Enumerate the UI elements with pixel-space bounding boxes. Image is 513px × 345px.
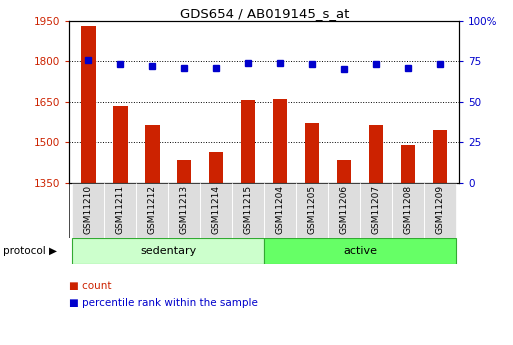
Bar	[264, 183, 296, 238]
Text: GSM11206: GSM11206	[340, 185, 349, 234]
Bar	[136, 183, 168, 238]
Bar	[105, 183, 136, 238]
Text: GSM11208: GSM11208	[404, 185, 412, 234]
Text: GSM11205: GSM11205	[308, 185, 317, 234]
Bar	[337, 160, 351, 183]
Bar	[145, 125, 160, 183]
Bar	[168, 183, 200, 238]
Bar	[305, 124, 319, 183]
Bar	[264, 238, 456, 264]
Bar	[273, 99, 287, 183]
Text: GSM11215: GSM11215	[244, 185, 253, 234]
Text: ■ percentile rank within the sample: ■ percentile rank within the sample	[69, 298, 258, 308]
Bar	[328, 183, 360, 238]
Text: GSM11213: GSM11213	[180, 185, 189, 234]
Text: GSM11204: GSM11204	[275, 185, 285, 234]
Bar	[113, 106, 128, 183]
Bar	[177, 160, 191, 183]
Bar	[200, 183, 232, 238]
Text: GSM11214: GSM11214	[212, 185, 221, 234]
Bar	[360, 183, 392, 238]
Bar	[72, 238, 264, 264]
Text: GSM11207: GSM11207	[371, 185, 381, 234]
Text: active: active	[343, 246, 377, 256]
Bar	[392, 183, 424, 238]
Text: GSM11209: GSM11209	[436, 185, 444, 234]
Bar	[296, 183, 328, 238]
Text: GSM11212: GSM11212	[148, 185, 157, 234]
Bar	[209, 152, 224, 183]
Bar	[433, 130, 447, 183]
Bar	[424, 183, 456, 238]
Bar	[81, 26, 95, 183]
Text: sedentary: sedentary	[140, 246, 196, 256]
Text: ■ count: ■ count	[69, 281, 112, 291]
Bar	[72, 183, 105, 238]
Bar	[401, 145, 415, 183]
Text: protocol ▶: protocol ▶	[3, 246, 56, 256]
Bar	[232, 183, 264, 238]
Bar	[369, 125, 383, 183]
Bar	[241, 100, 255, 183]
Text: GSM11211: GSM11211	[116, 185, 125, 234]
Title: GDS654 / AB019145_s_at: GDS654 / AB019145_s_at	[180, 7, 349, 20]
Text: GSM11210: GSM11210	[84, 185, 93, 234]
